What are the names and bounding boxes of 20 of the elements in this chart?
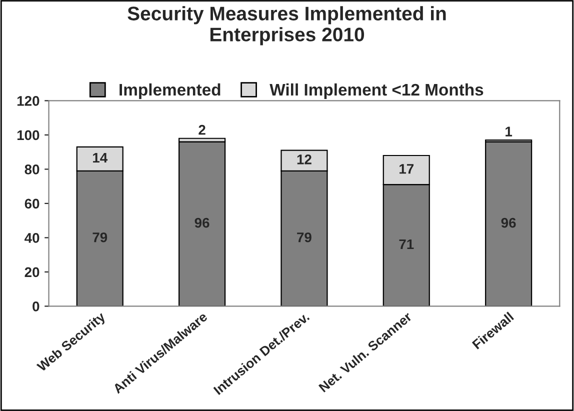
y-tick-label: 20 (24, 267, 40, 278)
legend-label: Implemented (120, 83, 220, 99)
y-tick-label: 40 (24, 233, 40, 243)
data-label: 2 (198, 124, 206, 135)
y-tick-label: 120 (17, 96, 40, 106)
chart-title: Security Measures Implemented in Enterprises 2010 (128, 6, 446, 46)
data-label: 1 (506, 126, 512, 136)
data-label: 71 (399, 239, 414, 249)
data-label: 96 (194, 218, 210, 228)
legend-label: Will Implement <12 Months (270, 83, 484, 99)
data-label: 96 (501, 218, 516, 228)
data-label: 17 (400, 164, 414, 174)
data-label: 79 (297, 232, 312, 242)
y-tick-label: 100 (17, 130, 40, 140)
data-label: 12 (297, 154, 312, 164)
y-tick-label: 0 (32, 302, 40, 312)
data-label: 79 (92, 232, 108, 242)
data-label: 14 (93, 152, 108, 163)
y-tick-label: 60 (24, 198, 40, 209)
y-tick-label: 80 (24, 164, 40, 174)
